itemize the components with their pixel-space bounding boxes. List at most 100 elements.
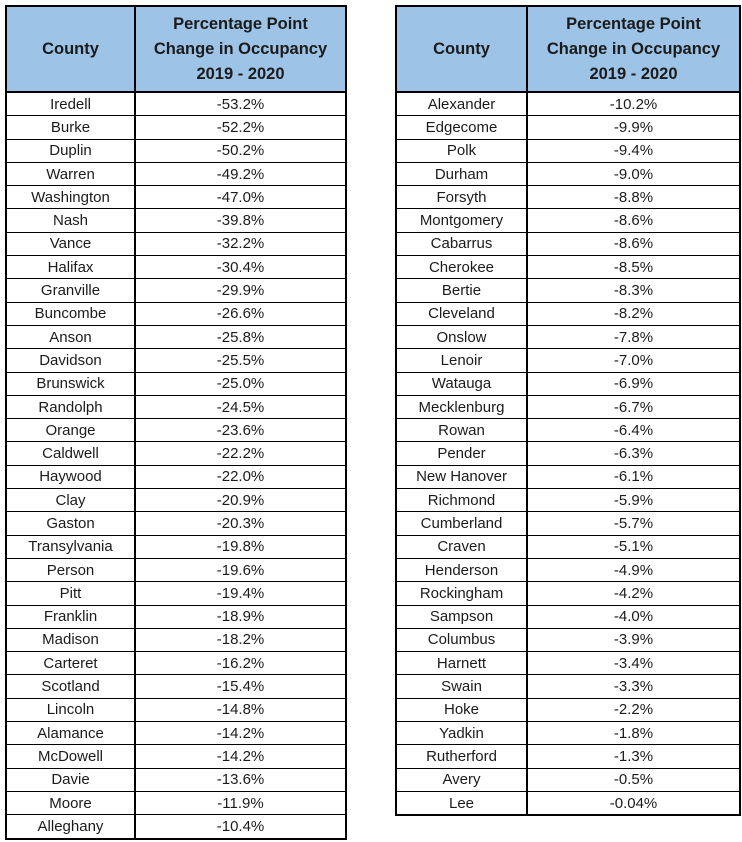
- county-cell: Montgomery: [395, 208, 528, 233]
- value-column-header: Percentage Point Change in Occupancy 201…: [134, 5, 347, 93]
- table-row: Buncombe -26.6%: [5, 301, 347, 326]
- county-column-header: County: [5, 5, 136, 93]
- value-cell: -5.1%: [526, 534, 741, 559]
- value-cell: -7.8%: [526, 324, 741, 350]
- value-cell: -4.9%: [526, 557, 741, 583]
- county-cell: Cumberland: [395, 511, 528, 536]
- county-cell: Haywood: [5, 464, 136, 490]
- value-cell: -5.9%: [526, 488, 741, 513]
- value-header-line: Change in Occupancy: [153, 39, 328, 58]
- table-row: Alleghany -10.4%: [5, 814, 347, 839]
- value-cell: -22.2%: [134, 441, 347, 466]
- table-row: Forsyth -8.8%: [395, 185, 741, 210]
- county-cell: Clay: [5, 488, 136, 513]
- county-cell: Davidson: [5, 348, 136, 373]
- table-row: Henderson -4.9%: [395, 557, 741, 583]
- value-cell: -6.1%: [526, 464, 741, 490]
- table-row: Alamance -14.2%: [5, 721, 347, 746]
- county-cell: Bertie: [395, 278, 528, 303]
- value-cell: -1.8%: [526, 721, 741, 746]
- county-cell: Granville: [5, 278, 136, 303]
- value-cell: -13.6%: [134, 767, 347, 792]
- county-cell: Richmond: [395, 488, 528, 513]
- value-cell: -22.0%: [134, 464, 347, 490]
- table-row: Person -19.6%: [5, 557, 347, 583]
- value-column-header: Percentage Point Change in Occupancy 201…: [526, 5, 741, 93]
- value-cell: -25.5%: [134, 348, 347, 373]
- table-row: Haywood -22.0%: [5, 464, 347, 490]
- value-cell: -3.9%: [526, 627, 741, 653]
- county-cell: Hoke: [395, 697, 528, 723]
- county-cell: Craven: [395, 534, 528, 559]
- table-row: Halifax -30.4%: [5, 255, 347, 280]
- value-cell: -3.4%: [526, 651, 741, 676]
- table-row: Caldwell -22.2%: [5, 441, 347, 466]
- table-row: Durham -9.0%: [395, 161, 741, 187]
- county-cell: Polk: [395, 138, 528, 163]
- value-cell: -3.3%: [526, 674, 741, 699]
- table-row: Rowan -6.4%: [395, 418, 741, 443]
- county-cell: Rockingham: [395, 581, 528, 606]
- county-cell: Harnett: [395, 651, 528, 676]
- table-row: Brunswick -25.0%: [5, 371, 347, 396]
- county-cell: Transylvania: [5, 534, 136, 559]
- value-cell: -6.3%: [526, 441, 741, 466]
- header-row: County Percentage Point Change in Occupa…: [395, 5, 741, 93]
- county-cell: Halifax: [5, 255, 136, 280]
- value-cell: -23.6%: [134, 418, 347, 443]
- value-cell: -0.04%: [526, 790, 741, 816]
- table-row: Granville -29.9%: [5, 278, 347, 303]
- value-cell: -4.0%: [526, 604, 741, 629]
- county-cell: Iredell: [5, 91, 136, 117]
- table-row: Iredell -53.2%: [5, 91, 347, 117]
- county-cell: Columbus: [395, 627, 528, 653]
- table-row: Burke -52.2%: [5, 115, 347, 140]
- county-cell: Pitt: [5, 581, 136, 606]
- table-row: Montgomery -8.6%: [395, 208, 741, 233]
- table-row: Randolph -24.5%: [5, 394, 347, 420]
- table-row: Warren -49.2%: [5, 161, 347, 187]
- county-cell: Person: [5, 557, 136, 583]
- table-row: McDowell -14.2%: [5, 744, 347, 769]
- value-cell: -47.0%: [134, 185, 347, 210]
- table-row: Moore -11.9%: [5, 790, 347, 816]
- county-cell: Duplin: [5, 138, 136, 163]
- value-cell: -30.4%: [134, 255, 347, 280]
- county-cell: Mecklenburg: [395, 394, 528, 420]
- county-cell: Durham: [395, 161, 528, 187]
- county-cell: Nash: [5, 208, 136, 233]
- value-cell: -26.6%: [134, 301, 347, 326]
- value-cell: -32.2%: [134, 231, 347, 257]
- value-cell: -8.3%: [526, 278, 741, 303]
- county-cell: Buncombe: [5, 301, 136, 326]
- table-row: Lee -0.04%: [395, 790, 741, 816]
- county-cell: Anson: [5, 324, 136, 350]
- county-cell: Onslow: [395, 324, 528, 350]
- value-cell: -9.0%: [526, 161, 741, 187]
- value-cell: -50.2%: [134, 138, 347, 163]
- county-cell: Alexander: [395, 91, 528, 117]
- value-cell: -8.5%: [526, 255, 741, 280]
- value-cell: -18.2%: [134, 627, 347, 653]
- table-row: Transylvania -19.8%: [5, 534, 347, 559]
- county-cell: Washington: [5, 185, 136, 210]
- table-row: Hoke -2.2%: [395, 697, 741, 723]
- value-cell: -14.2%: [134, 721, 347, 746]
- value-cell: -14.8%: [134, 697, 347, 723]
- county-cell: Forsyth: [395, 185, 528, 210]
- county-cell: Henderson: [395, 557, 528, 583]
- table-row: Orange -23.6%: [5, 418, 347, 443]
- value-cell: -19.6%: [134, 557, 347, 583]
- table-row: Rockingham -4.2%: [395, 581, 741, 606]
- county-cell: Rutherford: [395, 744, 528, 769]
- county-cell: Cherokee: [395, 255, 528, 280]
- value-cell: -8.6%: [526, 208, 741, 233]
- table-row: Edgecome -9.9%: [395, 115, 741, 140]
- county-cell: Burke: [5, 115, 136, 140]
- table-row: Columbus -3.9%: [395, 627, 741, 653]
- table-row: Onslow -7.8%: [395, 324, 741, 350]
- table-row: Swain -3.3%: [395, 674, 741, 699]
- value-cell: -6.4%: [526, 418, 741, 443]
- county-cell: New Hanover: [395, 464, 528, 490]
- county-cell: Lee: [395, 790, 528, 816]
